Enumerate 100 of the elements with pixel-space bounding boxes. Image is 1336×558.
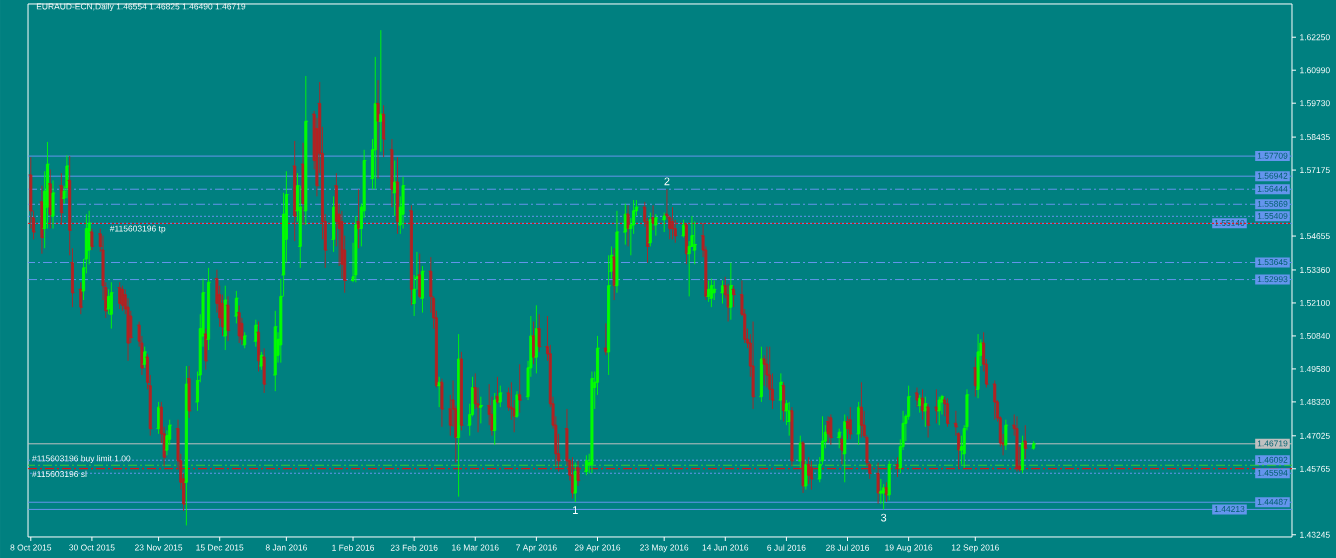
candlestick	[378, 29, 384, 153]
y-tick-label: 1.53360	[1300, 266, 1330, 273]
candlestick	[253, 319, 259, 348]
candlestick	[728, 262, 734, 321]
ref-line-label: 1.53645	[1257, 259, 1288, 266]
x-tick-label: 28 Jul 2016	[826, 544, 870, 551]
candlestick	[922, 396, 928, 428]
candlestick	[389, 138, 395, 208]
candlestick	[478, 396, 484, 424]
candlestick	[944, 397, 951, 428]
candlestick	[1014, 415, 1020, 472]
candlestick	[572, 462, 578, 503]
candlestick	[894, 456, 901, 478]
candlestick	[233, 290, 240, 324]
candlestick	[936, 396, 942, 426]
ref-line-label: 1.44487	[1257, 498, 1288, 505]
candlestick	[750, 321, 756, 410]
candlestick	[242, 331, 248, 349]
x-tick-label: 23 Feb 2016	[390, 544, 438, 551]
candlestick	[530, 321, 537, 365]
y-tick-label: 1.48320	[1300, 398, 1330, 405]
candlestick	[680, 219, 687, 238]
annotation: 1	[573, 506, 578, 514]
candlestick	[497, 385, 503, 408]
candlestick	[205, 267, 212, 351]
candlestick	[975, 333, 981, 399]
candlestick	[494, 376, 501, 405]
annotation: #115603196 buy limit 1.00	[32, 455, 131, 464]
candlestick	[917, 394, 923, 414]
x-tick-label: 19 Aug 2016	[885, 544, 933, 553]
candlestick	[225, 295, 231, 342]
candlestick	[380, 104, 387, 158]
candlestick	[330, 195, 337, 253]
candlestick	[492, 392, 498, 446]
candlestick	[186, 365, 192, 419]
candlestick	[719, 279, 726, 304]
ref-line-label: 1.56942	[1257, 172, 1288, 179]
candlestick	[419, 265, 426, 314]
candlestick	[933, 388, 940, 424]
y-tick-label: 1.54655	[1300, 233, 1330, 240]
candlestick	[925, 403, 931, 438]
x-tick-label: 8 Oct 2015	[10, 544, 52, 551]
candlestick	[828, 414, 834, 446]
candlestick	[119, 285, 126, 312]
ref-line-label: 1.55140	[1214, 219, 1245, 226]
candlestick	[236, 304, 242, 344]
candlestick	[300, 142, 306, 226]
candlestick	[875, 462, 881, 505]
candlestick	[117, 281, 123, 310]
candlestick	[886, 460, 892, 501]
candlestick	[458, 351, 465, 431]
ref-line-label: 1.56444	[1257, 185, 1288, 192]
x-tick-label: 15 Dec 2015	[196, 544, 244, 551]
x-tick-label: 8 Jan 2016	[265, 544, 307, 551]
candlestick	[108, 281, 115, 330]
ref-line-label: 1.46092	[1257, 456, 1288, 463]
y-tick-label: 1.52100	[1300, 299, 1330, 306]
candlestick	[992, 379, 998, 421]
candlestick	[39, 185, 45, 255]
candlestick	[708, 278, 715, 308]
candlestick	[50, 179, 56, 230]
candlestick	[400, 176, 406, 230]
candlestick	[1003, 419, 1009, 451]
candlestick	[255, 321, 262, 372]
candlestick	[67, 155, 73, 256]
candlestick	[789, 406, 795, 467]
candlestick	[825, 415, 831, 444]
candlestick	[155, 401, 162, 435]
ref-line-label: 1.55869	[1257, 200, 1288, 207]
candlestick	[730, 285, 737, 308]
candlestick	[653, 213, 659, 237]
candlestick	[803, 460, 809, 491]
candlestick	[661, 212, 667, 233]
candlestick	[436, 376, 442, 408]
candlestick	[855, 401, 862, 446]
candlestick	[625, 204, 631, 247]
candlestick	[800, 440, 806, 494]
x-tick-label: 23 Nov 2015	[134, 544, 183, 551]
candlestick	[292, 140, 298, 242]
candlestick	[705, 279, 712, 303]
candlestick	[603, 322, 609, 356]
annotation: 2	[664, 177, 670, 186]
candlestick	[786, 401, 792, 437]
candlestick	[650, 204, 656, 231]
candlestick	[375, 79, 381, 180]
annotation: #115603196 sl	[32, 470, 87, 478]
ref-line-label: 1.44213	[1214, 506, 1245, 512]
y-tick-label: 1.60990	[1300, 67, 1330, 74]
x-tick-label: 1 Feb 2016	[332, 544, 375, 551]
candlestick	[142, 346, 148, 369]
candlestick	[261, 347, 267, 394]
candlestick	[878, 478, 884, 505]
annotation: 3	[881, 513, 887, 522]
x-tick-label: 14 Jun 2016	[702, 544, 749, 551]
candlestick	[847, 406, 853, 440]
candlestick	[89, 228, 95, 251]
candlestick	[780, 381, 787, 422]
candlestick	[575, 460, 581, 487]
candlestick	[611, 247, 617, 301]
candlestick	[69, 247, 76, 308]
